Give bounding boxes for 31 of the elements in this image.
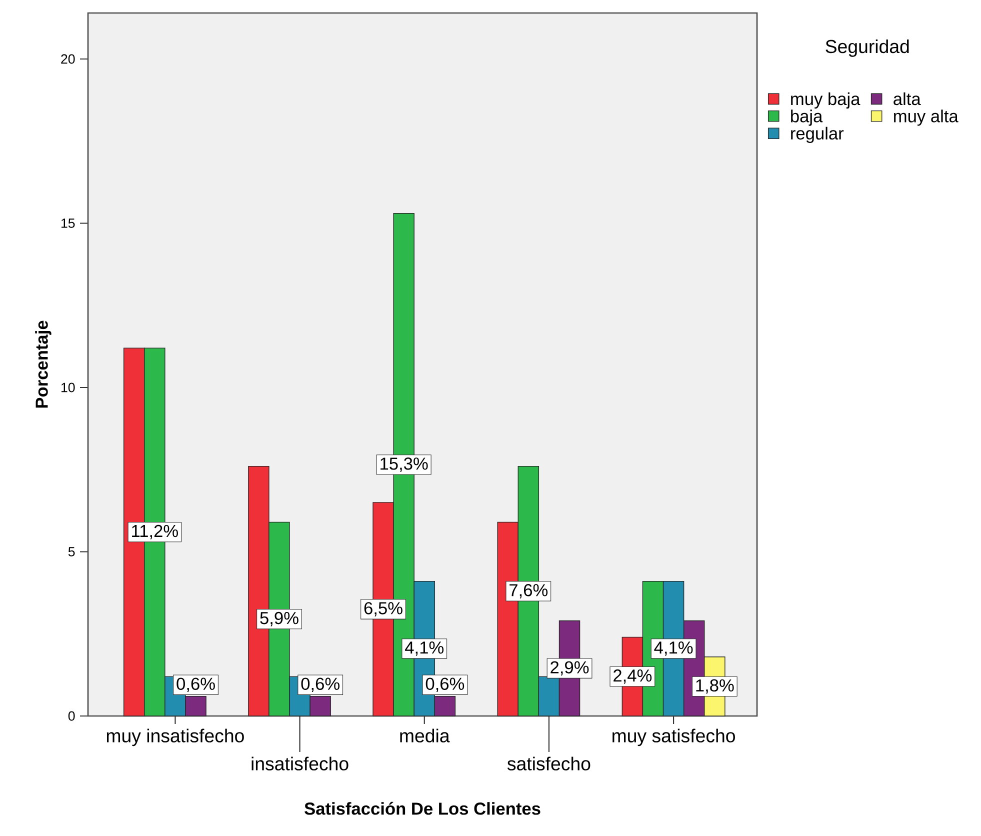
y-tick-label: 10 <box>61 382 75 392</box>
data-label: 4,1% <box>654 642 693 656</box>
x-tick-label: media <box>400 728 450 742</box>
y-tick-label: 15 <box>61 218 75 228</box>
data-label: 15,3% <box>380 458 428 472</box>
x-tick-label: satisfecho <box>507 756 590 770</box>
data-label: 1,8% <box>696 679 734 694</box>
data-label: 0,6% <box>301 678 340 692</box>
legend-label: muy baja <box>791 92 860 109</box>
legend-label: alta <box>894 92 921 106</box>
y-tick-label: 0 <box>68 711 75 721</box>
data-label: 6,5% <box>364 602 402 616</box>
data-label: 0,6% <box>426 678 464 692</box>
x-tick-label: muy satisfecho <box>612 728 735 746</box>
data-label: 7,6% <box>510 584 548 598</box>
data-label: 0,6% <box>176 678 215 692</box>
legend-title: Seguridad <box>826 39 909 57</box>
x-tick-label: insatisfecho <box>252 756 348 770</box>
data-label: 11,2% <box>132 524 178 540</box>
x-tick-label: muy insatisfecho <box>106 728 244 746</box>
y-tick-label: 20 <box>61 54 75 64</box>
legend-label: muy alta <box>894 110 958 126</box>
x-axis-title: Satisfacción De Los Clientes <box>304 802 540 815</box>
data-label: 2,9% <box>550 661 589 676</box>
y-axis-title: Porcentaje <box>35 320 52 408</box>
data-label: 5,9% <box>260 612 298 626</box>
data-label: 4,1% <box>405 642 444 656</box>
legend-label: baja <box>791 110 823 126</box>
y-tick-label: 5 <box>68 547 75 556</box>
data-label: 2,4% <box>614 669 652 684</box>
legend-label: regular <box>791 126 844 144</box>
